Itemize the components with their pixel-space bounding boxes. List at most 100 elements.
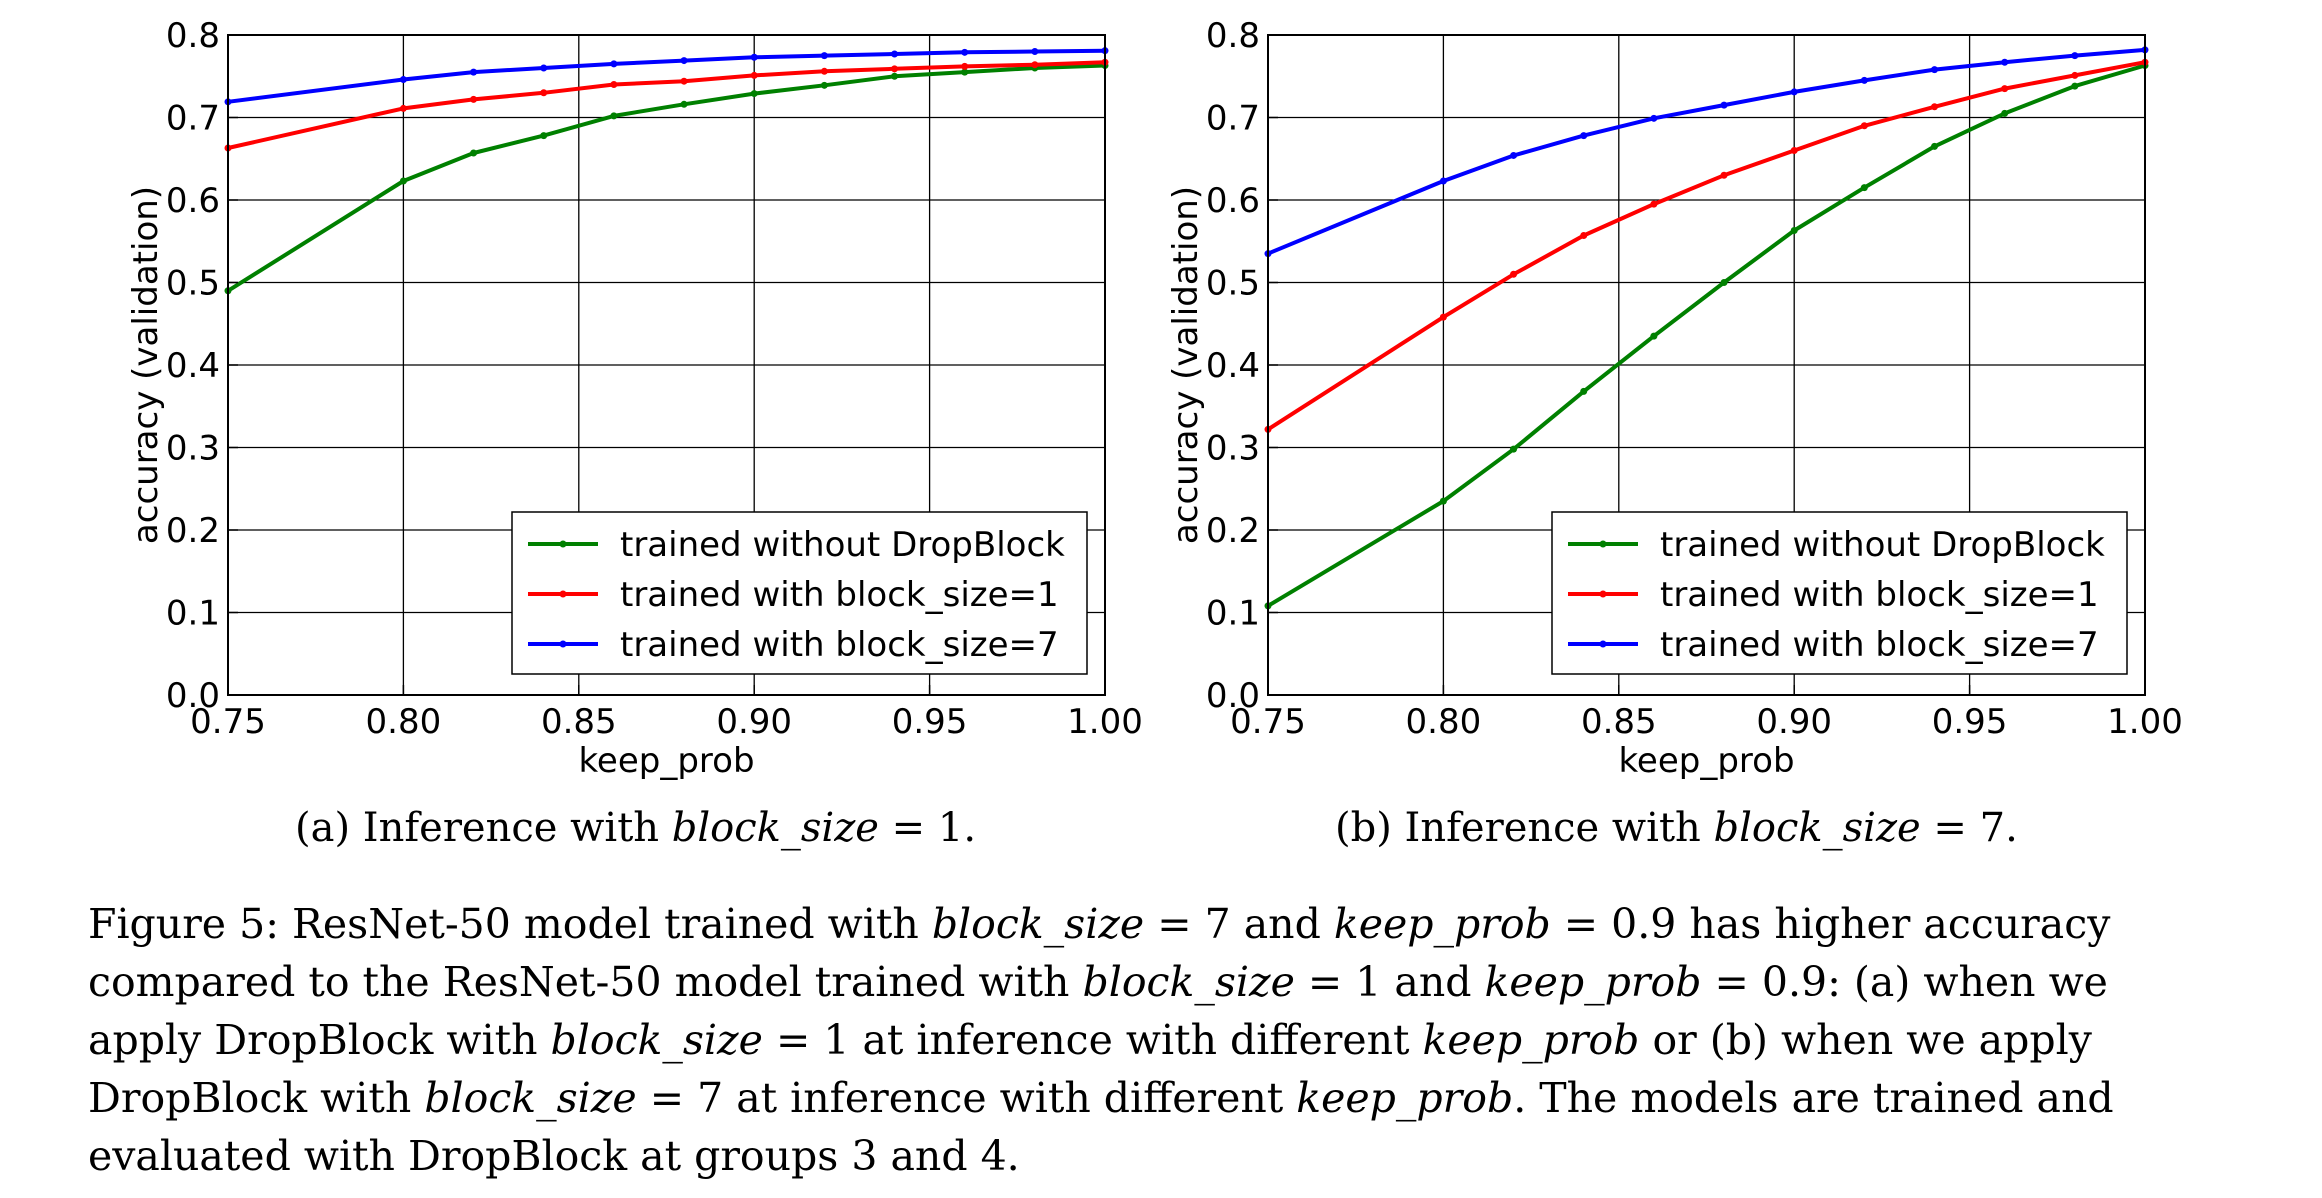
subcaption-a-math: block_size xyxy=(671,805,879,851)
data-point xyxy=(1860,184,1868,192)
y-tick-label: 0.1 xyxy=(166,594,220,634)
data-point xyxy=(1580,231,1588,239)
y-tick-label: 0.8 xyxy=(1206,16,1260,56)
data-point xyxy=(610,112,618,120)
y-tick-label: 0.4 xyxy=(1206,346,1260,386)
y-tick-label: 0.5 xyxy=(1206,264,1260,304)
data-point xyxy=(820,52,828,60)
legend-label: trained without DropBlock xyxy=(1660,525,2105,565)
caption-text: = 7 and xyxy=(1144,900,1334,948)
legend: trained without DropBlock trained with bl… xyxy=(1551,511,2128,675)
caption-text: = 0.9 has higher accuracy xyxy=(1550,900,2111,948)
data-point xyxy=(1510,270,1518,278)
legend-marker xyxy=(559,590,567,598)
caption-line: Figure 5: ResNet-50 model trained with b… xyxy=(88,895,2248,953)
data-point xyxy=(680,57,688,65)
y-tick-label: 0.1 xyxy=(1206,594,1260,634)
data-point xyxy=(961,62,969,70)
data-point xyxy=(891,50,899,58)
legend-marker xyxy=(559,640,567,648)
series-line xyxy=(226,63,1106,293)
data-point xyxy=(1650,200,1658,208)
data-point xyxy=(470,95,478,103)
series-3 xyxy=(1264,46,2149,258)
data-point xyxy=(1650,332,1658,340)
caption-text: apply DropBlock with xyxy=(88,1016,551,1064)
data-point xyxy=(1439,313,1447,321)
data-point xyxy=(1580,387,1588,395)
data-point xyxy=(610,81,618,88)
subcaption-a-prefix: (a) Inference with xyxy=(295,805,672,851)
y-tick-label: 0.4 xyxy=(166,346,220,386)
caption-text: . The models are trained and xyxy=(1513,1074,2114,1122)
series-line xyxy=(1266,60,2146,432)
data-point xyxy=(1720,279,1728,286)
data-point xyxy=(1860,122,1868,130)
series-line xyxy=(1266,63,2146,608)
x-tick-label: 0.75 xyxy=(1230,702,1306,742)
data-point xyxy=(961,68,969,76)
data-point xyxy=(1580,132,1588,140)
x-tick-label: 0.80 xyxy=(366,702,442,742)
legend-marker xyxy=(1599,640,1607,648)
x-tick-label: 1.00 xyxy=(2107,702,2183,742)
data-point xyxy=(2001,109,2009,117)
series-1 xyxy=(224,62,1109,295)
data-point xyxy=(540,89,548,97)
data-point xyxy=(2071,52,2079,60)
data-point xyxy=(891,72,899,80)
caption-text: DropBlock with xyxy=(88,1074,425,1122)
legend-label: trained without DropBlock xyxy=(620,525,1065,565)
y-axis-label: accuracy (validation) xyxy=(1166,186,1206,544)
caption-text: = 1 at inference with different xyxy=(762,1016,1423,1064)
data-point xyxy=(1439,177,1447,185)
subcaption-b-math: block_size xyxy=(1713,805,1921,851)
caption-math: block_size xyxy=(424,1074,637,1122)
data-point xyxy=(2071,82,2079,90)
data-point xyxy=(891,65,899,73)
data-point xyxy=(1931,103,1939,111)
data-point xyxy=(1031,61,1039,69)
y-tick-label: 0.6 xyxy=(166,181,220,221)
legend-label: trained with block_size=1 xyxy=(1660,575,2099,615)
chart-b-svg: 0.75 0.80 0.85 0.90 0.95 1.00 0.0 0.1 0.2 0.3 0.4 0… xyxy=(1166,16,2183,781)
series-line xyxy=(1267,47,2146,256)
chart-panel-b: 0.75 0.80 0.85 0.90 0.95 1.00 0.0 0.1 0.2 0.3 0.4 0… xyxy=(1040,0,2200,794)
series-2 xyxy=(1264,58,2149,433)
chart-panel-a: 0.75 0.80 0.85 0.90 0.95 1.00 0.0 0.1 0.2 0.3 0.4 0… xyxy=(0,0,1160,794)
data-point xyxy=(540,64,548,72)
data-point xyxy=(750,53,758,61)
y-tick-label: 0.7 xyxy=(166,99,220,139)
x-tick-label: 0.90 xyxy=(1756,702,1832,742)
y-tick-label: 0.3 xyxy=(1206,429,1260,469)
caption-text: = 0.9: (a) when we xyxy=(1701,958,2108,1006)
caption-line: apply DropBlock with block_size = 1 at i… xyxy=(88,1011,2248,1069)
x-tick-label: 1.00 xyxy=(1067,702,1143,742)
data-point xyxy=(820,67,828,75)
subcaption-b-suffix: = 7. xyxy=(1920,805,2018,851)
subcaption-b-prefix: (b) Inference with xyxy=(1335,805,1714,851)
data-point xyxy=(2001,58,2009,66)
caption-line: DropBlock with block_size = 7 at inferen… xyxy=(88,1069,2248,1127)
data-point xyxy=(2001,85,2009,93)
data-point xyxy=(470,68,478,76)
caption-math: block_size xyxy=(550,1016,763,1064)
data-point xyxy=(1790,147,1798,154)
series-line xyxy=(227,60,1106,150)
x-axis-label: keep_prob xyxy=(578,741,754,781)
data-point xyxy=(2071,71,2079,79)
legend-marker xyxy=(1599,540,1607,548)
caption-math: keep_prob xyxy=(1296,1074,1514,1122)
x-tick-label: 0.75 xyxy=(190,702,266,742)
y-tick-label: 0.0 xyxy=(1206,676,1260,716)
data-point xyxy=(1510,151,1518,159)
data-point xyxy=(750,71,758,79)
x-tick-label: 0.95 xyxy=(1932,702,2008,742)
legend-label: trained with block_size=7 xyxy=(1660,625,2099,665)
caption-text: Figure 5: ResNet-50 model trained with xyxy=(88,900,932,948)
y-tick-label: 0.2 xyxy=(166,511,220,551)
caption-text: evaluated with DropBlock at groups 3 and… xyxy=(88,1132,1020,1180)
y-tick-label: 0.8 xyxy=(166,16,220,56)
data-point xyxy=(1439,497,1447,505)
x-tick-label: 0.85 xyxy=(1581,702,1657,742)
